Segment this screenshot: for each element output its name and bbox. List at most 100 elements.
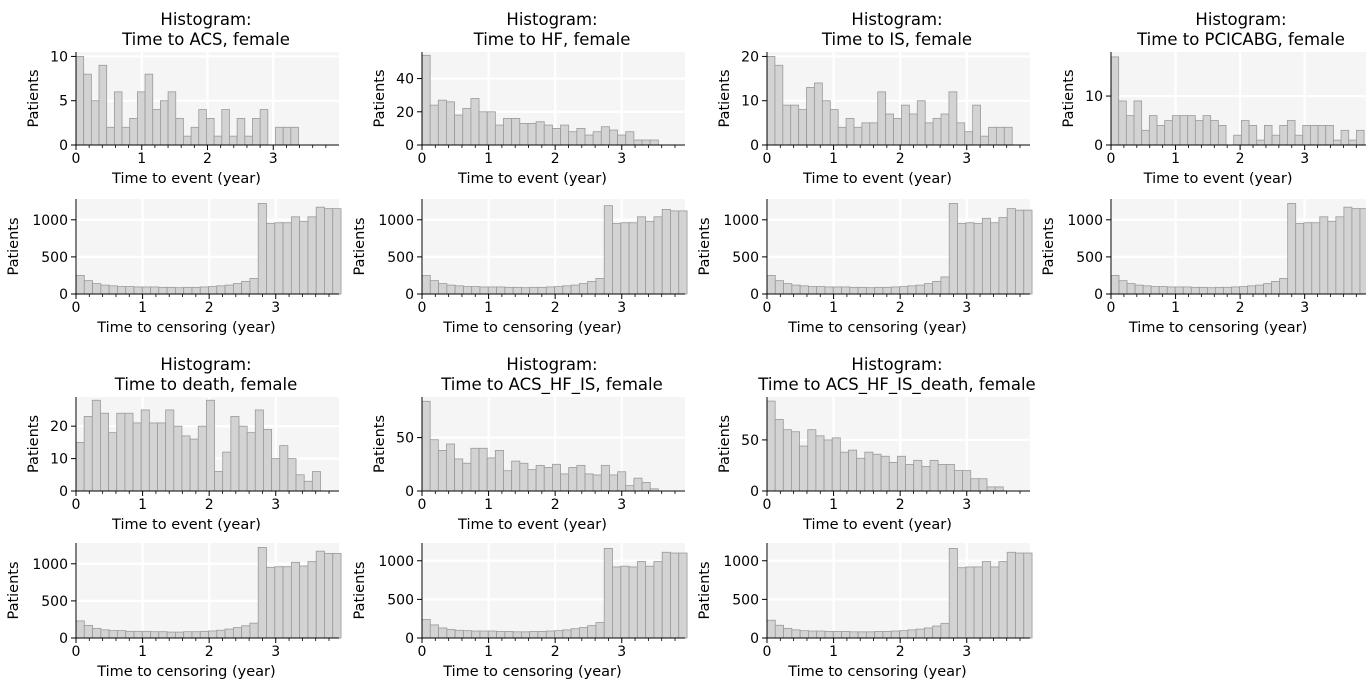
histogram-bar — [117, 630, 127, 639]
histogram-bar — [1351, 208, 1361, 295]
histogram-bar — [511, 460, 521, 492]
x-tick-label: 3 — [617, 497, 626, 513]
histogram-bar — [438, 627, 448, 639]
histogram-bar — [1294, 134, 1304, 146]
histogram-bar — [133, 286, 143, 295]
x-axis-label: Time to censoring (year) — [787, 664, 966, 680]
x-tick-label: 2 — [551, 644, 560, 660]
histogram-bar — [865, 631, 876, 639]
y-axis-label: Patients — [697, 561, 713, 619]
y-tick-label: 500 — [41, 250, 68, 266]
histogram-bar — [512, 286, 522, 295]
histogram-bar — [998, 561, 1008, 639]
x-tick-label: 0 — [418, 151, 427, 167]
x-tick-label: 3 — [962, 644, 971, 660]
histogram-bar — [766, 275, 776, 295]
histogram-bar — [108, 432, 118, 492]
y-axis-label: Patients — [26, 415, 42, 473]
histogram-bar — [1166, 286, 1176, 295]
histogram-bar — [1287, 203, 1297, 295]
x-tick-label: 0 — [763, 151, 772, 167]
y-tick-label: 500 — [1076, 250, 1103, 266]
histogram-bar — [150, 631, 160, 639]
histogram-bar — [175, 118, 184, 146]
y-tick-label: 1000 — [378, 213, 414, 229]
histogram-bar — [791, 629, 801, 639]
histogram-bar — [940, 276, 950, 295]
histogram-bar — [1118, 280, 1128, 295]
histogram-bar — [1303, 222, 1313, 295]
histogram-bar — [678, 210, 688, 295]
histogram-bar — [429, 624, 439, 639]
histogram-bar — [560, 473, 570, 492]
histogram-bar — [282, 222, 292, 295]
histogram-bar — [545, 630, 555, 639]
histogram-bar — [266, 223, 276, 295]
histogram-bar — [167, 91, 177, 146]
histogram-bar — [1210, 120, 1219, 146]
subplot-4: 0 1 2 3 0 10 20 Time to event (year) Patients His… — [717, 10, 1030, 187]
x-tick-label: 3 — [962, 151, 971, 167]
histogram-bar — [841, 631, 851, 639]
histogram-bar — [121, 126, 131, 146]
chart-title-line2: Time to IS, female — [821, 30, 972, 49]
subplot-12: 0 1 2 3 0 50 Time to event (year) Patients Histo… — [717, 355, 1036, 533]
x-tick-label: 0 — [418, 300, 427, 316]
histogram-bar — [874, 286, 884, 295]
y-tick-label: 50 — [741, 433, 759, 449]
histogram-bar — [972, 104, 981, 146]
histogram-bar — [808, 630, 818, 639]
histogram-bar — [981, 217, 992, 295]
y-tick-label: 500 — [387, 250, 414, 266]
y-axis-label: Patients — [1041, 217, 1057, 275]
subplot-8: 0 1 2 3 0 10 20 Time to event (year) Patients His… — [26, 355, 339, 533]
histogram-bar — [1110, 275, 1120, 295]
x-tick-label: 2 — [551, 497, 560, 513]
histogram-bar — [545, 286, 555, 295]
histogram-bar — [1311, 222, 1321, 295]
histogram-bar — [471, 630, 481, 639]
histogram-bar — [861, 122, 871, 146]
subplot-3: 0 1 2 3 0 500 1000 Time to censoring (year) Pati… — [352, 199, 688, 336]
histogram-bar — [645, 220, 655, 295]
chart-title-line2: Time to ACS, female — [121, 30, 290, 49]
histogram-bar — [421, 619, 431, 639]
histogram-bar — [973, 223, 983, 295]
histogram-bar — [238, 425, 248, 492]
histogram-bar — [932, 280, 942, 295]
histogram-bar — [429, 104, 439, 146]
histogram-bar — [609, 474, 618, 492]
histogram-bar — [535, 464, 545, 492]
histogram-bar — [486, 457, 496, 492]
histogram-bar — [437, 99, 447, 146]
x-tick-label: 1 — [484, 497, 493, 513]
histogram-bar — [307, 216, 317, 295]
histogram-bar — [617, 134, 627, 146]
histogram-bar — [628, 222, 638, 295]
y-tick-label: 0 — [59, 631, 68, 647]
histogram-bar — [628, 566, 638, 639]
histogram-bar — [554, 286, 564, 295]
histogram-bar — [141, 630, 151, 639]
histogram-bar — [511, 118, 521, 146]
x-tick-label: 0 — [418, 644, 427, 660]
chart-title-line2: Time to ACS_HF_IS_death, female — [757, 375, 1035, 395]
histogram-bar — [1302, 125, 1311, 146]
chart-title-line1: Histogram: — [1195, 10, 1286, 29]
y-axis-label: Patients — [697, 217, 713, 275]
x-tick-label: 1 — [138, 644, 147, 660]
y-tick-label: 10 — [50, 452, 68, 468]
histogram-bar — [945, 464, 955, 492]
histogram-bar — [208, 286, 218, 295]
x-tick-label: 1 — [138, 497, 147, 513]
x-axis-label: Time to censoring (year) — [96, 320, 275, 336]
histogram-bar — [915, 628, 925, 639]
histogram-bar — [560, 124, 570, 146]
x-tick-label: 3 — [271, 497, 280, 513]
histogram-bar — [158, 631, 168, 639]
histogram-bar — [874, 631, 884, 639]
x-axis-label: Time to event (year) — [111, 171, 261, 187]
histogram-bar — [990, 222, 1000, 295]
histogram-bar — [882, 631, 892, 639]
histogram-bar — [241, 280, 251, 295]
